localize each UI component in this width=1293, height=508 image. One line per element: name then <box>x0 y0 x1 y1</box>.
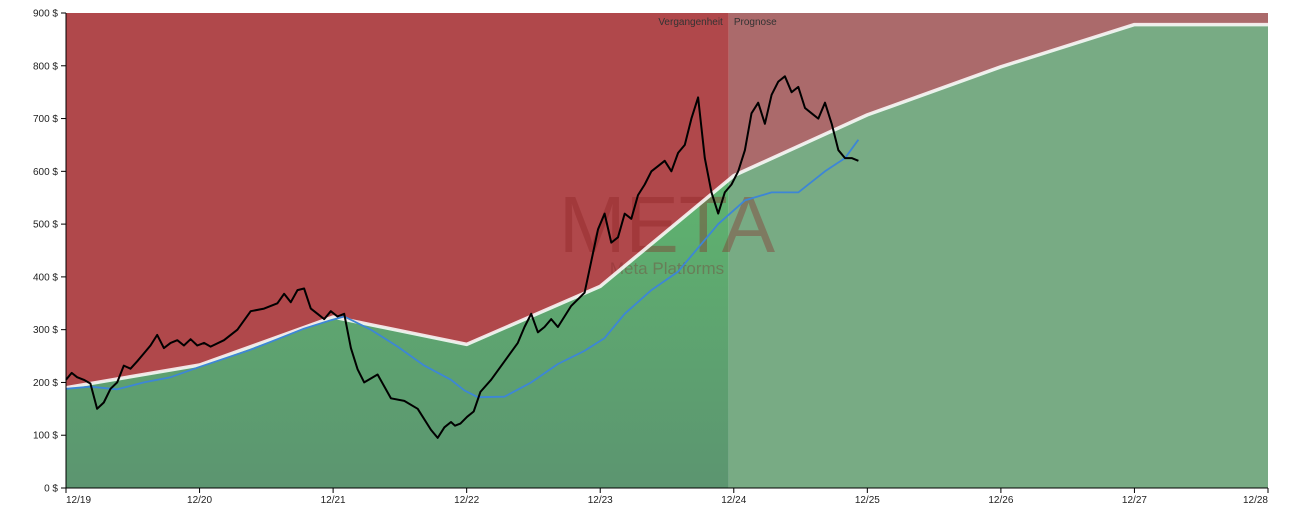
series-lines <box>65 22 1268 439</box>
x-tick-label: 12/26 <box>988 495 1013 506</box>
moving-average-line <box>65 139 860 399</box>
watermark: META Meta Platforms <box>559 180 776 278</box>
axes: 0 $ 100 $ 200 $ 300 $ 400 $ 500 $ 600 $ 700 $ 80… <box>33 9 1269 506</box>
overvalued-region-forecast <box>728 13 1268 180</box>
x-tick-label: 12/23 <box>588 495 613 506</box>
y-tick-label: 500 $ <box>33 220 58 231</box>
y-tick-label: 300 $ <box>33 325 58 336</box>
y-tick-label: 900 $ <box>33 9 58 20</box>
x-tick-label: 12/20 <box>187 495 212 506</box>
x-tick-label: 12/19 <box>66 495 91 506</box>
overvalued-region-past <box>66 13 729 388</box>
y-tick-label: 700 $ <box>33 114 58 125</box>
x-tick-label: 12/25 <box>855 495 880 506</box>
y-tick-label: 400 $ <box>33 272 58 283</box>
x-tick-label: 12/28 <box>1243 495 1268 506</box>
past-region-label: Vergangenheit <box>658 17 723 28</box>
y-tick-label: 100 $ <box>33 431 58 442</box>
y-tick-label: 200 $ <box>33 378 58 389</box>
forecast-region-label: Prognose <box>734 17 777 28</box>
watermark-ticker: META <box>559 180 776 269</box>
price-line <box>65 75 859 439</box>
x-tick-label: 12/22 <box>454 495 479 506</box>
watermark-company: Meta Platforms <box>610 259 724 278</box>
y-tick-label: 600 $ <box>33 167 58 178</box>
x-tick-label: 12/21 <box>321 495 346 506</box>
undervalued-region-forecast <box>728 24 1268 488</box>
undervalued-region-past <box>66 179 729 488</box>
background-regions <box>66 13 1268 488</box>
fair-value-line <box>65 22 1268 390</box>
y-tick-label: 800 $ <box>33 61 58 72</box>
x-tick-label: 12/24 <box>721 495 746 506</box>
y-tick-label: 0 $ <box>44 484 58 495</box>
x-tick-label: 12/27 <box>1122 495 1147 506</box>
